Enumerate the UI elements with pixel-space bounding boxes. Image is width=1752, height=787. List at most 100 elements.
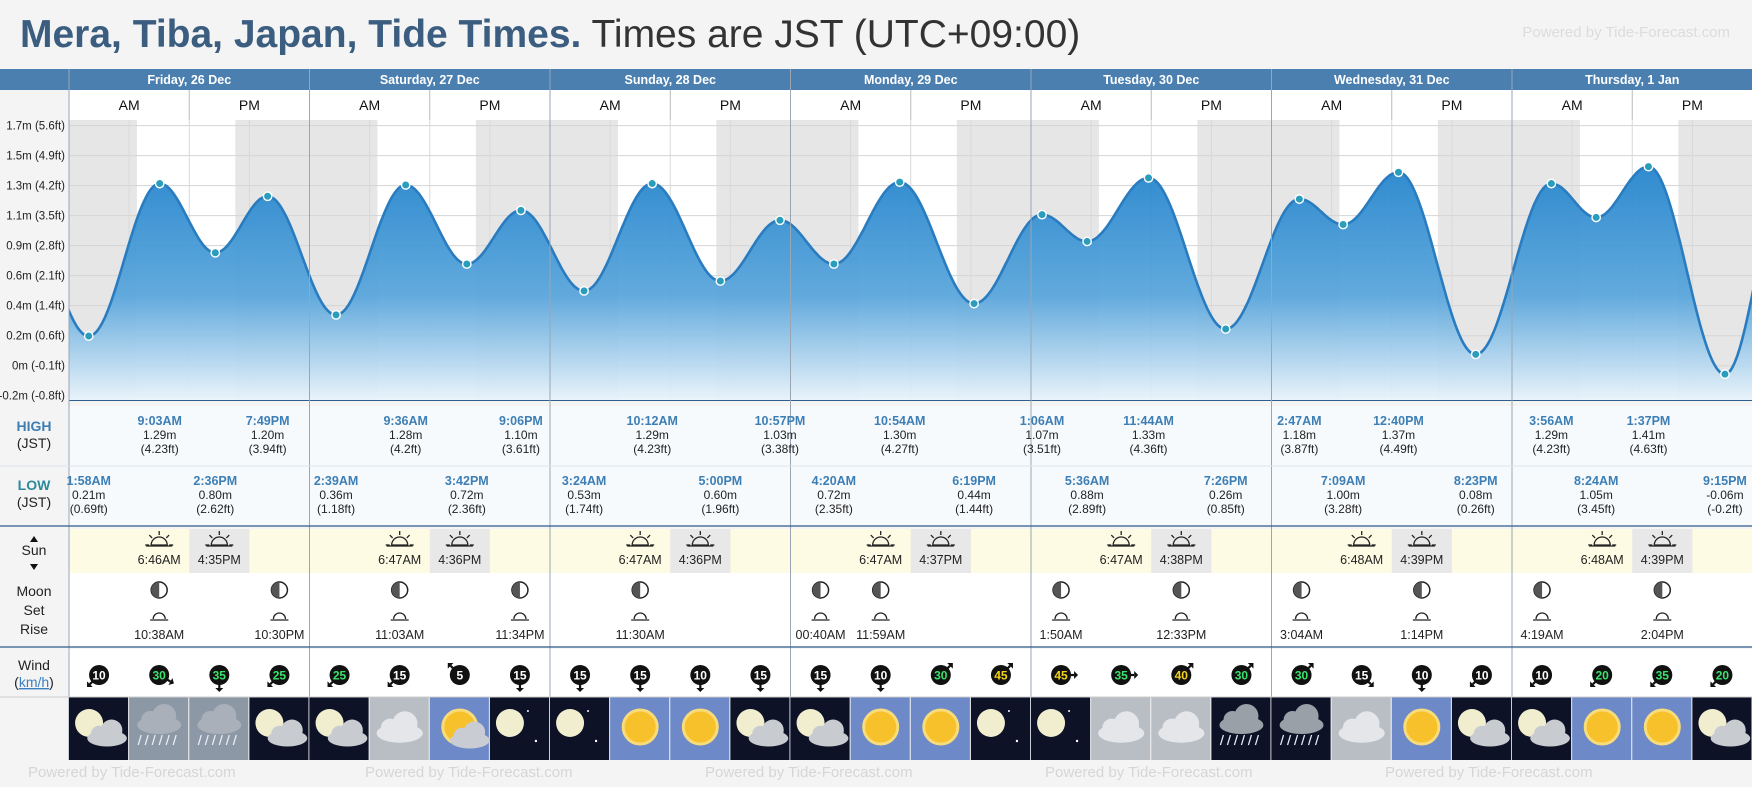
low-tide-time: 7:26PM (1204, 474, 1248, 488)
high-tide-height-ft: (4.2ft) (390, 442, 421, 456)
rain-night-icon (1211, 697, 1271, 760)
moon-set-icon (390, 612, 409, 621)
pm-label: PM (479, 97, 500, 113)
moon-cloud-icon (730, 697, 790, 760)
sunrise-icon (1107, 531, 1136, 547)
footer-bar (0, 760, 1752, 787)
moon-phase-icon (1172, 581, 1191, 599)
low-tide-point (1720, 369, 1730, 380)
high-tide-height-m: 1.18m (1283, 428, 1316, 442)
wind-speed-circle (149, 665, 170, 685)
low-tide-height-ft: (0.69ft) (70, 502, 108, 516)
high-tide-height-ft: (4.23ft) (141, 442, 179, 456)
wind-speed: 30 (1235, 669, 1249, 683)
sun-icon (1391, 697, 1451, 760)
moon-time: 1:14PM (1400, 628, 1443, 642)
moon-phase-icon (150, 581, 168, 599)
low-tide-point (461, 259, 472, 269)
day-label: Friday, 26 Dec (147, 73, 231, 87)
pm-label: PM (960, 97, 981, 113)
moon-cloud-icon (1451, 697, 1511, 760)
low-tide-height-ft: (3.45ft) (1577, 502, 1615, 516)
day-label: Tuesday, 30 Dec (1103, 73, 1199, 87)
low-tide-time: 5:00PM (698, 474, 742, 488)
wind-indicator: 45 (1051, 665, 1079, 685)
wind-speed-circle (449, 665, 470, 685)
high-tide-height-ft: (3.38ft) (761, 442, 799, 456)
wind-speed-circle (750, 665, 771, 685)
wind-speed: 40 (1175, 669, 1189, 683)
sunset-time: 4:37PM (919, 553, 962, 567)
low-tide-point (1338, 219, 1349, 230)
wind-speed-circle (570, 665, 591, 685)
low-tide-point (1591, 212, 1602, 223)
high-tide-time: 10:57PM (755, 414, 806, 428)
moon-cloud-icon (1692, 697, 1752, 760)
wind-indicator: 20 (1710, 665, 1733, 688)
high-tide-point (1643, 161, 1654, 172)
high-tide-time: 7:49PM (246, 414, 290, 428)
sunrise-icon (866, 531, 895, 547)
wind-speed-circle (1291, 665, 1312, 685)
low-tide-height-m: 1.00m (1326, 488, 1359, 502)
sunset-time: 4:36PM (679, 553, 722, 567)
wind-speed: 45 (994, 669, 1008, 683)
high-tide-height-m: 1.07m (1025, 428, 1058, 442)
sunrise-icon (1347, 531, 1376, 547)
sun-row-bg (69, 529, 1752, 573)
wind-speed-circle (690, 665, 711, 685)
moon-icon (1031, 697, 1091, 760)
sunset-cell (1632, 529, 1693, 573)
high-tide-height-m: 1.33m (1132, 428, 1165, 442)
wind-speed: 15 (393, 669, 407, 683)
high-tide-time: 12:40PM (1373, 414, 1424, 428)
high-tide-height-m: 1.29m (1535, 428, 1568, 442)
cloud-icon (1331, 697, 1391, 760)
wind-indicator: 10 (87, 665, 110, 688)
low-tide-time: 3:24AM (562, 474, 606, 488)
low-tide-time: 3:42PM (445, 474, 489, 488)
high-tide-height-ft: (3.87ft) (1280, 442, 1318, 456)
low-tide-height-ft: (2.36ft) (448, 502, 486, 516)
powered-by-link[interactable]: Powered by Tide-Forecast.com (1522, 24, 1730, 41)
moon-phase-icon (1533, 581, 1551, 599)
wind-speed: 25 (333, 669, 347, 683)
high-row-label: HIGH (17, 418, 52, 434)
low-tide-point (1220, 324, 1231, 334)
moon-time: 1:50AM (1040, 628, 1083, 642)
day-label: Saturday, 27 Dec (380, 73, 480, 87)
footer-watermark: Powered by Tide-Forecast.com (28, 764, 236, 781)
sunset-time: 4:39PM (1641, 553, 1684, 567)
moon-time: 10:38AM (134, 628, 184, 642)
sunrise-time: 6:47AM (378, 553, 421, 567)
wind-speed-circle (329, 665, 350, 685)
high-tide-time: 9:36AM (383, 414, 427, 428)
wind-speed-circle (930, 665, 951, 685)
wind-unit-link[interactable]: km/h (19, 674, 49, 690)
wind-arrow-head (1307, 662, 1314, 669)
rain-cloud-icon (189, 697, 249, 760)
y-tick-label: 1.7m (5.6ft) (6, 121, 65, 133)
wind-indicator: 15 (750, 665, 771, 692)
low-tide-point (210, 247, 221, 258)
tide-area (69, 166, 1752, 401)
cloud-icon (369, 697, 429, 760)
high-tide-point (1037, 209, 1047, 220)
wind-speed-circle (1111, 665, 1132, 685)
wind-speed-circle (810, 665, 831, 685)
low-tide-point (828, 259, 839, 269)
moon-time: 11:34PM (495, 628, 544, 642)
wind-speed: 35 (213, 669, 227, 683)
moon-time: 11:30AM (616, 628, 665, 642)
high-tide-time: 3:56AM (1529, 414, 1573, 428)
low-tide-height-m: 0.80m (199, 488, 232, 502)
moon-phase-icon (270, 581, 289, 599)
moon-set-icon (150, 612, 169, 621)
day-label: Monday, 29 Dec (864, 73, 958, 87)
wind-indicator: 10 (1469, 665, 1492, 688)
pm-label: PM (1201, 97, 1222, 113)
am-label: AM (119, 97, 140, 113)
low-tide-height-ft: (1.18ft) (317, 502, 355, 516)
high-tide-height-m: 1.28m (389, 428, 422, 442)
wind-indicator: 45 (990, 662, 1013, 685)
